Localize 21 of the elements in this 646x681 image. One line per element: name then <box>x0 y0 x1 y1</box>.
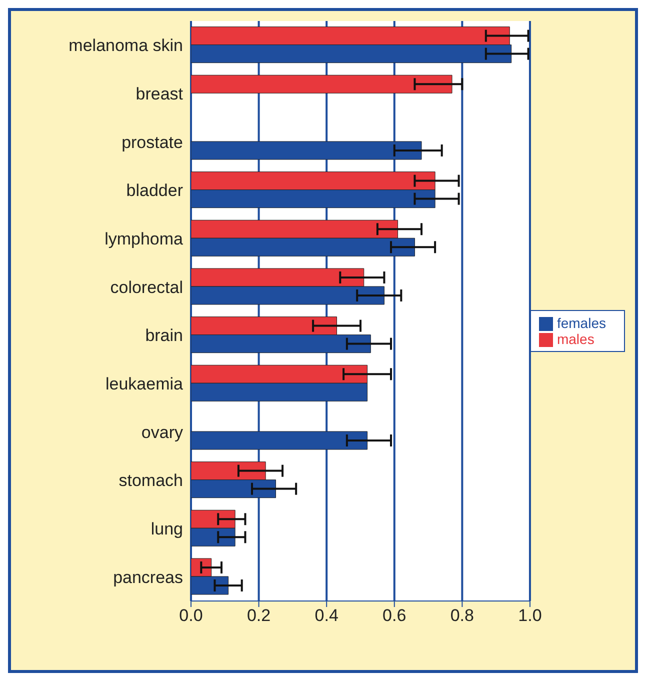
y-tick-label: colorectal <box>110 278 183 297</box>
y-tick-label: melanoma skin <box>68 36 183 56</box>
legend-label: females <box>556 314 606 331</box>
x-tick-label: 0.6 <box>382 606 406 626</box>
y-tick-label: breast <box>136 84 184 104</box>
x-tick-label: 0.2 <box>246 606 271 626</box>
y-tick-label: prostate <box>122 132 183 152</box>
x-tick-label: 0.0 <box>179 606 203 626</box>
y-tick-label: pancreas <box>113 568 183 587</box>
y-tick-label: bladder <box>126 181 184 200</box>
x-tick-label: 0.8 <box>450 606 474 626</box>
x-tick-label: 1.0 <box>518 606 542 626</box>
bar <box>191 74 452 94</box>
y-tick-label: lymphoma <box>104 230 184 249</box>
y-tick-label: ovary <box>141 422 184 442</box>
y-tick-label: brain <box>145 326 183 346</box>
x-tick-label: 0.4 <box>314 606 338 626</box>
y-tick-label: lung <box>150 520 183 539</box>
y-tick-label: leukaemia <box>106 374 184 394</box>
legend-label: males <box>556 331 594 347</box>
y-tick-label: stomach <box>118 471 183 490</box>
